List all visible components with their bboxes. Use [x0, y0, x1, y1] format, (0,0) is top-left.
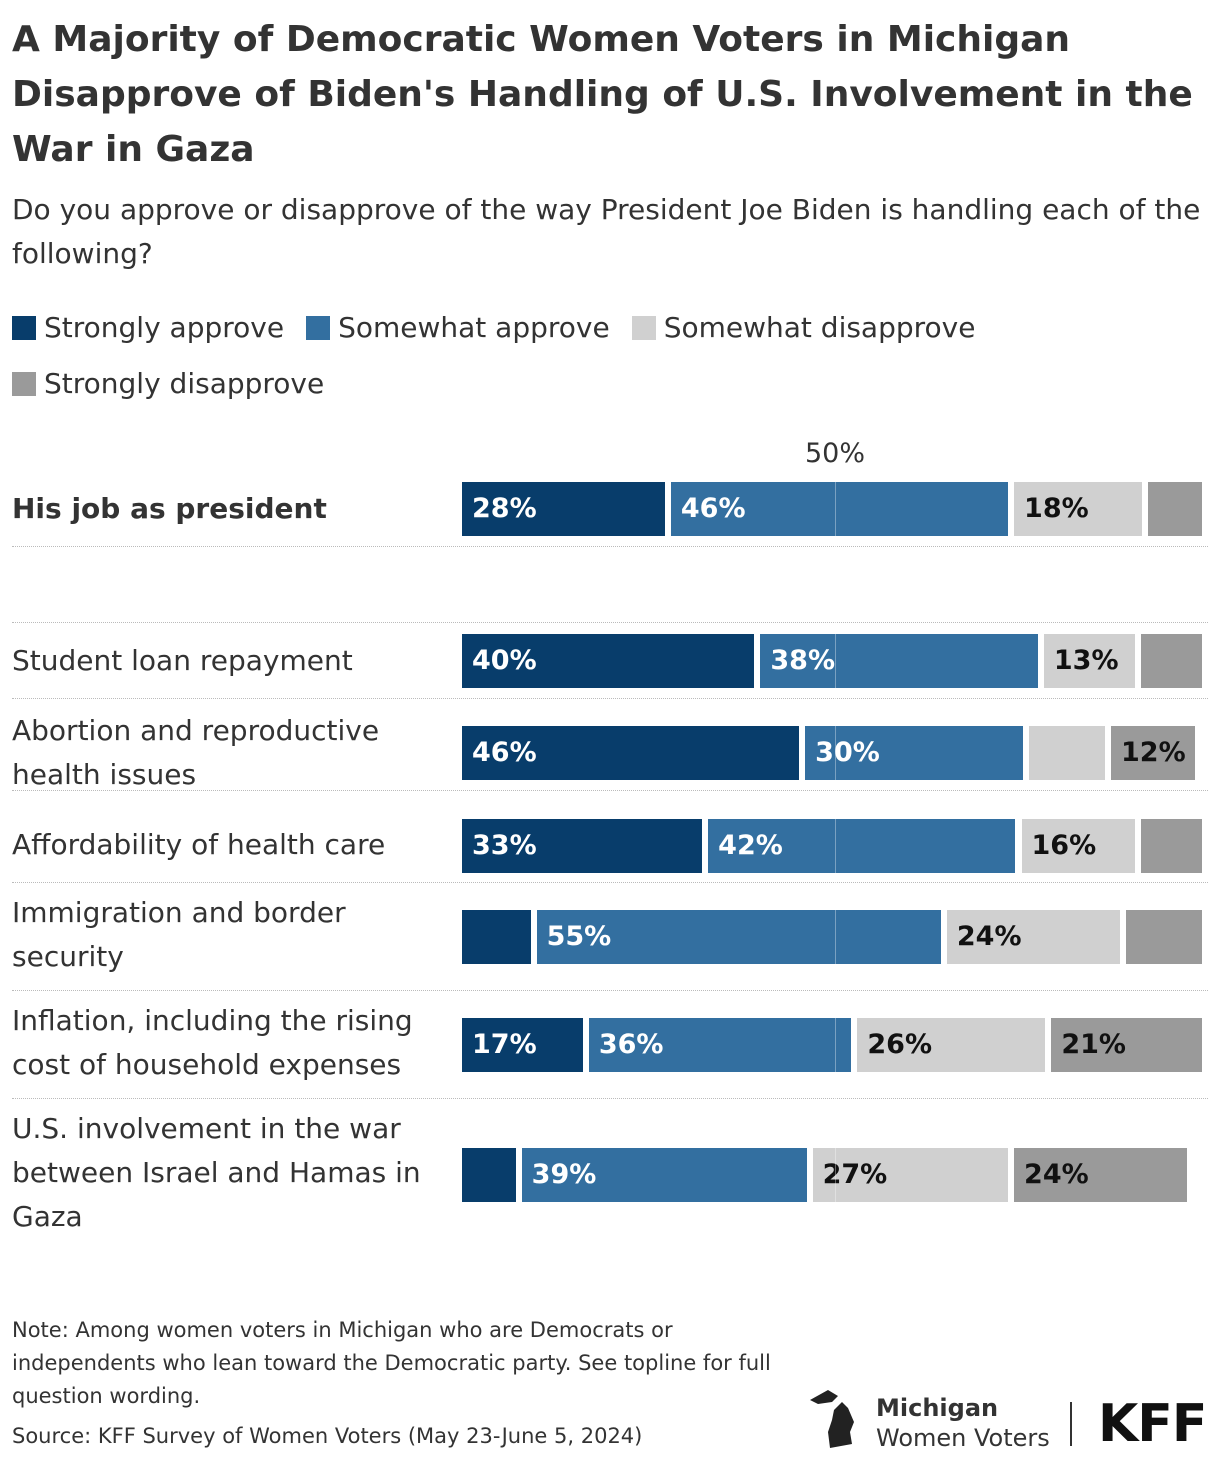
separator	[12, 990, 1208, 991]
bar-segment	[708, 819, 1016, 873]
chart-title: A Majority of Democratic Women Voters in…	[12, 19, 1193, 170]
bar-segment	[805, 726, 1023, 780]
value-label: 38%	[770, 645, 836, 676]
value-label: 55%	[546, 921, 612, 952]
x-tick-label: 50%	[804, 438, 865, 469]
bar-segment	[946, 910, 1120, 964]
bar-segment	[536, 910, 941, 964]
value-label: 24%	[1024, 1159, 1089, 1190]
bar-segment	[1148, 482, 1202, 536]
category-label: Affordability of health care	[12, 828, 386, 861]
value-label: 17%	[472, 1029, 537, 1060]
value-label: 27%	[822, 1159, 888, 1190]
legend-label: Somewhat disapprove	[663, 311, 976, 344]
value-label: 46%	[472, 737, 537, 768]
category-label: His job as president	[12, 492, 327, 525]
separator	[12, 622, 1208, 623]
bar-segment	[1125, 910, 1202, 964]
bar-segment	[462, 1018, 583, 1072]
category-label: Immigration and border security	[12, 896, 346, 973]
value-label: 28%	[472, 493, 537, 524]
legend-swatch	[306, 316, 331, 340]
value-label: 30%	[815, 737, 880, 768]
legend-swatch	[631, 316, 656, 340]
bar-segment	[1014, 482, 1143, 536]
value-label: 18%	[1024, 493, 1089, 524]
bar-segment	[1111, 726, 1195, 780]
value-label: 46%	[680, 493, 746, 524]
category-label: Abortion and reproductive health issues	[12, 714, 380, 791]
legend-item: Strongly approve	[12, 300, 284, 356]
brand: KFF	[1098, 1394, 1207, 1454]
bar-segment	[462, 482, 665, 536]
separator	[12, 698, 1208, 699]
bar-segment	[462, 1148, 516, 1202]
value-label: 13%	[1053, 645, 1119, 676]
bar-segment	[812, 1148, 1009, 1202]
bar-segment	[670, 482, 1009, 536]
bar-segment	[588, 1018, 852, 1072]
legend-label: Somewhat approve	[338, 311, 610, 344]
legend-swatch	[12, 372, 36, 396]
legend-label: Strongly disapprove	[44, 367, 325, 400]
bar-segment	[462, 726, 800, 780]
legend-item: Somewhat disapprove	[631, 300, 976, 356]
source: Source: KFF Survey of Women Voters (May …	[12, 1424, 643, 1448]
bar-segment	[1021, 819, 1135, 873]
legend-item: Strongly disapprove	[12, 356, 324, 412]
michigan-icon	[810, 1390, 854, 1448]
bar-segment	[760, 634, 1038, 688]
bar-segment	[1140, 819, 1202, 873]
separator	[12, 790, 1208, 791]
category-label: Inflation, including the rising cost of …	[12, 1004, 413, 1081]
bar-segment	[1014, 1148, 1188, 1202]
bar-segment	[1043, 634, 1135, 688]
value-label: 16%	[1031, 830, 1097, 861]
category-label: U.S. involvement in the war between Isra…	[12, 1112, 421, 1233]
legend-swatch	[12, 316, 36, 340]
logo-divider	[1070, 1402, 1072, 1446]
value-label: 40%	[472, 645, 537, 676]
separator	[12, 882, 1208, 883]
value-label: 39%	[531, 1159, 597, 1190]
bar-segment	[857, 1018, 1046, 1072]
bar-segment	[521, 1148, 807, 1202]
logo-line2: Women Voters	[876, 1424, 1050, 1452]
separator	[12, 1098, 1208, 1099]
note: Note: Among women voters in Michigan who…	[12, 1318, 771, 1408]
category-label: Student loan repayment	[12, 644, 353, 677]
value-label: 12%	[1121, 737, 1186, 768]
value-label: 33%	[472, 830, 537, 861]
legend: Strongly approve Somewhat approve Somewhat…	[12, 300, 1092, 412]
chart-subtitle: Do you approve or disapprove of the way …	[12, 193, 1201, 270]
separator	[12, 546, 1208, 547]
value-label: 21%	[1061, 1029, 1126, 1060]
bar-segment	[1028, 726, 1105, 780]
bar-segment	[1051, 1018, 1202, 1072]
value-label: 42%	[718, 830, 783, 861]
bar-segment	[462, 910, 531, 964]
legend-label: Strongly approve	[44, 311, 285, 344]
bar-segment	[1140, 634, 1202, 688]
value-label: 36%	[598, 1029, 664, 1060]
bar-segment	[462, 819, 703, 873]
bar-segment	[462, 634, 755, 688]
value-label: 26%	[867, 1029, 933, 1060]
logo-line1: Michigan	[876, 1394, 999, 1422]
legend-item: Somewhat approve	[306, 300, 610, 356]
value-label: 24%	[956, 921, 1022, 952]
